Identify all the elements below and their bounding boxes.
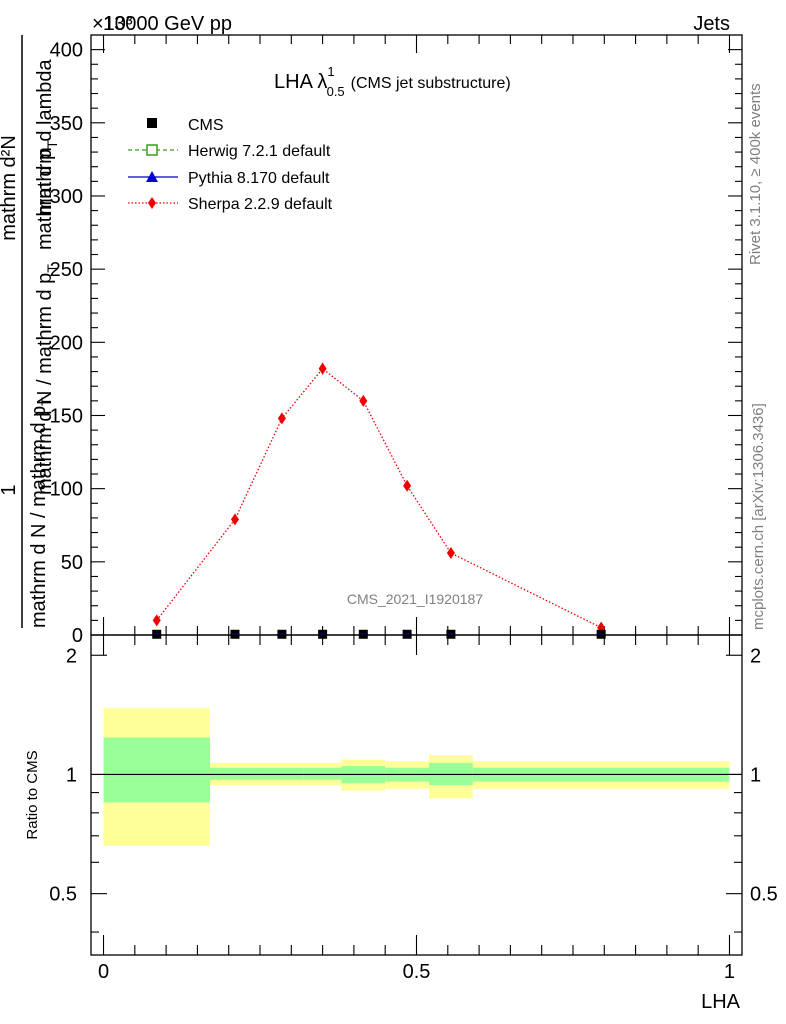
ratio-ytick-label: 0.5 xyxy=(49,884,77,906)
ratio-bands xyxy=(103,708,730,846)
ratio-band-inner xyxy=(260,767,304,780)
ratio-ytick-label-right: 2 xyxy=(750,645,761,667)
ratio-xtick-label: 1 xyxy=(724,961,735,983)
legend-cms-label: CMS xyxy=(188,117,224,134)
sherpa-line xyxy=(156,367,602,629)
sherpa-point xyxy=(446,547,455,560)
legend-herwig-marker xyxy=(146,144,158,156)
ratio-panel: 0.5 0.51 12 2 0 0.5 1 Ratio to CMS LHA xyxy=(24,634,778,1013)
sherpa-point xyxy=(277,412,286,425)
legend-sherpa-label: Sherpa 2.2.9 default xyxy=(188,196,333,213)
sherpa-point xyxy=(230,513,239,526)
chart-title: LHA λ1 0.5 (CMS jet substructure) xyxy=(274,64,511,99)
ratio-ytick-label-right: 0.5 xyxy=(750,884,778,906)
legend-pythia: Pythia 8.170 default xyxy=(128,170,330,187)
ratio-x-ticks: 0 0.5 1 xyxy=(98,635,735,983)
main-ytick-label: 300 xyxy=(50,186,83,208)
main-ytick-label: 250 xyxy=(50,259,83,281)
header-left: 13000 GeV pp xyxy=(103,13,232,35)
legend: CMS Herwig 7.2.1 default Pythia 8.170 de… xyxy=(128,117,333,213)
mcplots-label: mcplots.cern.ch [arXiv:1306.3436] xyxy=(750,403,767,630)
sherpa-series xyxy=(152,362,606,634)
scale-note: ×10³ xyxy=(92,13,133,35)
legend-sherpa-marker xyxy=(148,197,156,209)
ratio-y-ticks: 0.5 0.5 1 1 2 2 xyxy=(49,645,778,933)
ratio-ytick-label: 2 xyxy=(66,645,77,667)
ratio-band-inner xyxy=(209,767,261,780)
ratio-ytick-label: 1 xyxy=(66,764,77,786)
main-ytick-label: 400 xyxy=(50,40,83,62)
legend-herwig-label: Herwig 7.2.1 default xyxy=(188,143,331,160)
main-ytick-label: 150 xyxy=(50,405,83,427)
sherpa-point xyxy=(152,614,161,627)
legend-cms: CMS xyxy=(147,117,224,134)
legend-sherpa: Sherpa 2.2.9 default xyxy=(128,196,333,213)
ylabel-line-d: mathrm d lambda xyxy=(34,59,56,215)
legend-pythia-label: Pythia 8.170 default xyxy=(188,170,330,187)
ratio-xtick-label: 0 xyxy=(98,961,109,983)
ratio-xtick-label: 0.5 xyxy=(403,961,431,983)
ratio-band-inner xyxy=(103,737,210,803)
ylabel-line-c: mathrm d pT xyxy=(34,140,60,250)
main-ytick-label: 0 xyxy=(72,625,83,647)
sherpa-point xyxy=(359,394,368,407)
ylabel-line-a: mathrm d N / mathrm d pT xyxy=(34,264,60,495)
main-ytick-label: 100 xyxy=(50,479,83,501)
x-axis-label: LHA xyxy=(701,991,741,1013)
ylabel-denominator: mathrm d N / mathrm d pT xyxy=(28,397,54,628)
legend-cms-marker xyxy=(147,118,157,128)
sherpa-point xyxy=(403,479,412,492)
cms-series xyxy=(152,629,606,639)
ylabel-numerator: 1 xyxy=(0,484,20,495)
header-right: Jets xyxy=(693,13,730,35)
ratio-ytick-label-right: 1 xyxy=(750,764,761,786)
ratio-band-inner xyxy=(303,767,342,780)
main-ytick-label: 350 xyxy=(50,113,83,135)
main-panel: 0 50 100 150 200 250 300 350 400 LHA λ1 0.5 (CMS j… xyxy=(50,34,743,647)
ratio-ylabel: Ratio to CMS xyxy=(24,750,41,839)
main-ytick-label: 200 xyxy=(50,332,83,354)
main-x-ticks xyxy=(102,35,731,635)
main-ytick-label: 50 xyxy=(61,552,83,574)
legend-pythia-marker xyxy=(146,171,158,182)
watermark: CMS_2021_I1920187 xyxy=(347,591,483,607)
main-ylabel: 1 mathrm d N / mathrm d pT mathrm d²N ma… xyxy=(0,35,60,628)
legend-herwig: Herwig 7.2.1 default xyxy=(128,143,331,160)
main-y-ticks: 0 50 100 150 200 250 300 350 400 xyxy=(50,40,742,647)
rivet-label: Rivet 3.1.10, ≥ 400k events xyxy=(747,83,764,265)
ylabel-line-b: mathrm d²N xyxy=(0,135,20,241)
sherpa-point xyxy=(318,362,327,375)
